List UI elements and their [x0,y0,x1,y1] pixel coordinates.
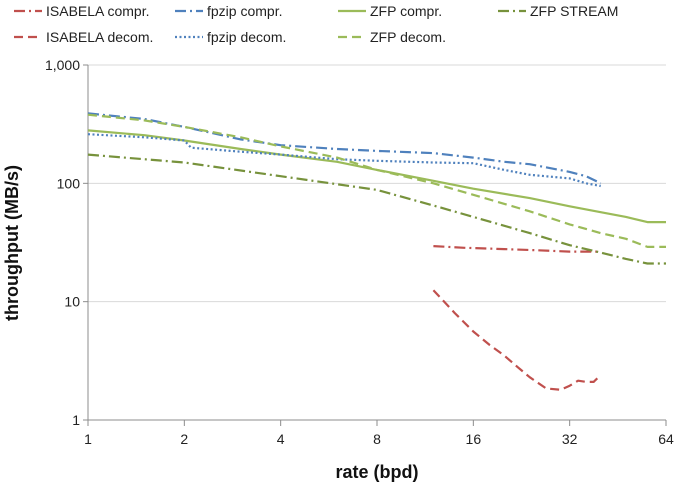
y-tick-label: 100 [57,175,81,191]
y-tick-label: 1 [72,412,80,428]
x-axis-label: rate (bpd) [336,462,419,482]
gridlines [88,64,666,303]
series-line-zfp-decom [87,113,666,248]
legend-label: ISABELA compr. [46,3,150,19]
x-tick-label: 32 [562,431,578,447]
plot-area [87,112,666,391]
x-tick-label: 8 [373,431,381,447]
series-line-fpzip-decom [87,133,601,188]
legend: ISABELA compr. fpzip compr. ZFP compr. ZFP … [14,3,618,45]
x-tick-label: 1 [84,431,92,447]
y-axis-label: throughput (MB/s) [2,165,22,321]
x-tick-label: 2 [180,431,188,447]
legend-label: ZFP STREAM [530,3,618,19]
series-line-isabela-decom [432,289,602,391]
legend-label: ZFP decom. [370,29,446,45]
x-tick-label: 64 [658,431,674,447]
x-tick-label: 4 [277,431,285,447]
series-line-zfp-stream [87,153,666,265]
axes [83,64,667,426]
y-tick-label: 10 [64,294,80,310]
legend-label: ISABELA decom. [46,29,153,45]
legend-label: fpzip decom. [207,29,286,45]
legend-label: fpzip compr. [207,3,282,19]
x-tick-label: 16 [466,431,482,447]
series-line-zfp-compr [87,129,666,224]
tick-labels: 1 10 100 1,000 1 2 4 8 16 32 64 [45,57,674,447]
series-line-isabela-compr [433,245,601,253]
y-tick-label: 1,000 [45,57,80,73]
legend-label: ZFP compr. [370,3,442,19]
